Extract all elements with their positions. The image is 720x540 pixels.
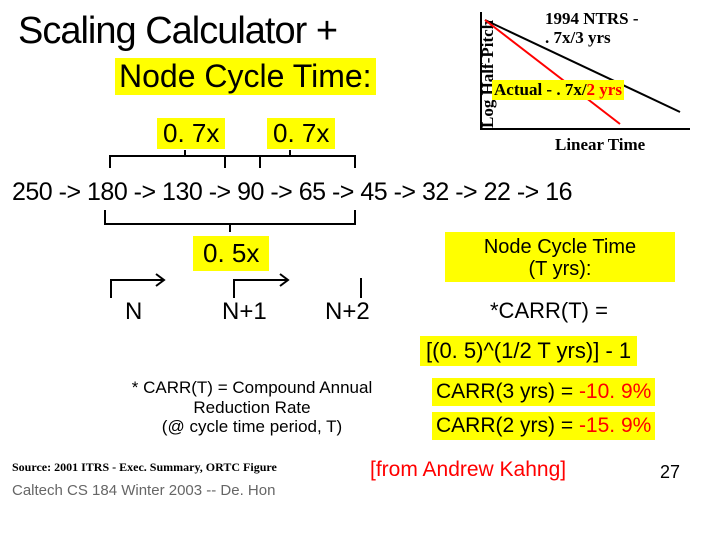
brackets-n bbox=[106, 270, 366, 300]
carr-formula: [(0. 5)^(1/2 T yrs)] - 1 bbox=[420, 336, 637, 366]
actual-b: 2 yrs bbox=[587, 80, 622, 99]
ntrs-line1: 1994 NTRS - bbox=[545, 9, 639, 28]
cycle-line1: Node Cycle Time bbox=[484, 236, 636, 258]
carr-def-l2: Reduction Rate bbox=[193, 398, 310, 417]
factor-07-right: 0. 7x bbox=[267, 118, 335, 149]
ntrs-line2: . 7x/3 yrs bbox=[545, 28, 611, 47]
carr-def-l3: (@ cycle time period, T) bbox=[162, 417, 342, 436]
carr2-result: CARR(2 yrs) = -15. 9% bbox=[432, 412, 655, 440]
cycle-line2: (T yrs): bbox=[529, 258, 592, 280]
n1-label: N+1 bbox=[222, 298, 267, 326]
x-axis-label: Linear Time bbox=[555, 135, 645, 155]
carr3-a: CARR(3 yrs) = bbox=[436, 380, 579, 403]
slide-subtitle: Node Cycle Time: bbox=[115, 58, 376, 95]
credit-text: [from Andrew Kahng] bbox=[370, 458, 566, 482]
node-chain: 250 -> 180 -> 130 -> 90 -> 65 -> 45 -> 3… bbox=[12, 178, 572, 207]
actual-a: Actual - . 7x/ bbox=[494, 80, 587, 99]
carr3-b: -10. 9% bbox=[579, 380, 651, 403]
slide-title: Scaling Calculator + bbox=[18, 10, 337, 53]
footer-text: Caltech CS 184 Winter 2003 -- De. Hon bbox=[12, 482, 275, 499]
factor-07-left: 0. 7x bbox=[157, 118, 225, 149]
cycle-time-box: Node Cycle Time (T yrs): bbox=[445, 232, 675, 282]
n2-label: N+2 bbox=[325, 298, 370, 326]
n-label: N bbox=[125, 298, 142, 326]
source-text: Source: 2001 ITRS - Exec. Summary, ORTC … bbox=[12, 460, 277, 475]
carr-definition: * CARR(T) = Compound Annual Reduction Ra… bbox=[112, 378, 392, 437]
actual-label: Actual - . 7x/2 yrs bbox=[492, 80, 624, 100]
carr2-b: -15. 9% bbox=[579, 414, 651, 437]
carr-def-l1: * CARR(T) = Compound Annual bbox=[132, 378, 372, 397]
ntrs-label: 1994 NTRS - . 7x/3 yrs bbox=[545, 10, 639, 47]
factor-05: 0. 5x bbox=[193, 236, 269, 271]
carr2-a: CARR(2 yrs) = bbox=[436, 414, 579, 437]
page-number: 27 bbox=[660, 462, 680, 483]
carr-eq-label: *CARR(T) = bbox=[490, 298, 608, 324]
carr3-result: CARR(3 yrs) = -10. 9% bbox=[432, 378, 655, 406]
brackets-07 bbox=[105, 150, 365, 178]
